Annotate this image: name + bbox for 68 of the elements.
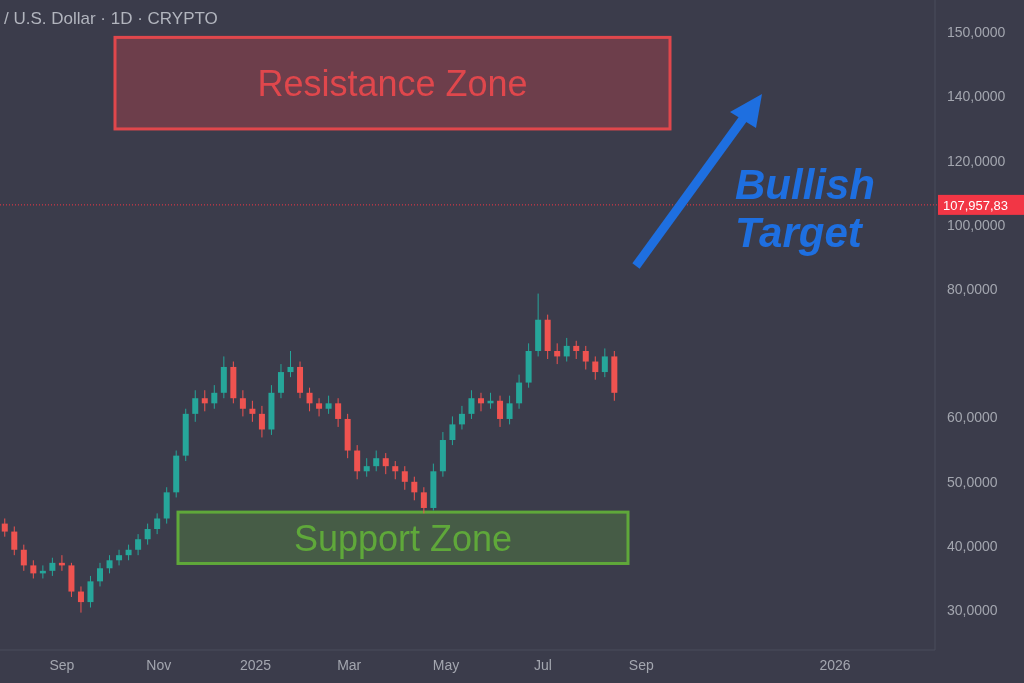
candlestick xyxy=(1,518,8,538)
candlestick xyxy=(477,392,484,412)
text: 40,0000 xyxy=(947,537,998,554)
candlestick xyxy=(592,355,599,381)
chart-title: / U.S. Dollar · 1D · CRYPTO xyxy=(4,9,218,28)
candlestick xyxy=(116,549,123,566)
text: 30,0000 xyxy=(947,602,998,618)
candlestick xyxy=(325,395,332,415)
candlestick xyxy=(106,554,113,574)
x-tick-label: Nov xyxy=(146,657,172,673)
candlestick xyxy=(97,562,104,587)
candlestick xyxy=(411,476,418,501)
candlestick xyxy=(135,533,142,556)
candlestick xyxy=(516,374,523,410)
candlestick xyxy=(249,400,256,423)
candlestick xyxy=(77,585,84,614)
candlestick xyxy=(382,452,389,475)
x-tick-label: Sep xyxy=(49,657,75,673)
candlestick xyxy=(306,387,313,412)
candlestick xyxy=(563,337,570,363)
candlestick xyxy=(87,575,94,609)
candlestick xyxy=(573,340,580,360)
candlestick xyxy=(192,389,199,423)
x-tick-label: Mar xyxy=(337,657,362,673)
candlestick xyxy=(335,397,342,428)
candlestick xyxy=(49,557,56,577)
candlestick xyxy=(316,397,323,417)
x-tick-label: May xyxy=(432,657,460,673)
candlestick xyxy=(258,405,265,438)
candlestick xyxy=(201,389,208,412)
candlestick xyxy=(363,457,370,478)
band-label: Support Zone xyxy=(293,517,513,559)
candlestick xyxy=(287,350,294,378)
candlestick xyxy=(373,450,380,472)
candlestick xyxy=(154,512,161,535)
x-tick-label: Sep xyxy=(628,657,654,673)
x-tick-label: Jul xyxy=(533,657,552,673)
x-tick-label: 2025 xyxy=(240,657,272,673)
candlestick xyxy=(354,444,361,480)
candlestick xyxy=(211,384,218,410)
text: 100,0000 xyxy=(947,216,1006,233)
candlestick xyxy=(582,345,589,371)
candlestick xyxy=(458,405,465,430)
text: 120,0000 xyxy=(947,152,1006,169)
candlestick xyxy=(601,347,608,378)
candlestick xyxy=(497,395,504,428)
x-tick-label: 2026 xyxy=(819,657,851,673)
text: 50,0000 xyxy=(947,473,998,490)
candlestick xyxy=(239,389,246,417)
candlestick xyxy=(392,460,399,480)
candlestick xyxy=(20,544,27,572)
candlestick xyxy=(144,523,151,546)
text: Bullish Target xyxy=(735,161,876,256)
text: 80,0000 xyxy=(947,281,998,297)
candlestick xyxy=(30,559,37,579)
text: 60,0000 xyxy=(947,409,998,426)
candlestick xyxy=(554,342,561,365)
candlestick xyxy=(449,415,456,446)
candlestick xyxy=(506,395,513,425)
candlestick xyxy=(401,465,408,491)
band-label: Resistance Zone xyxy=(257,63,528,105)
ref-line-label: 107,957,83 xyxy=(943,197,1009,213)
text: 150,0000 xyxy=(947,24,1006,41)
candlestick xyxy=(11,525,18,556)
candlestick xyxy=(277,363,284,399)
candlestick xyxy=(468,389,475,420)
candlestick xyxy=(420,486,427,514)
text: 140,0000 xyxy=(947,88,1006,105)
